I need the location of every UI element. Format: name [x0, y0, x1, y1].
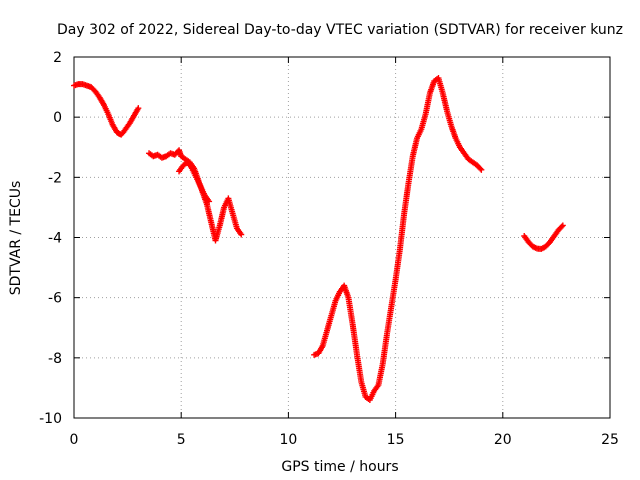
x-tick-label: 5 [177, 432, 186, 448]
x-axis-ticks: 0 5 10 15 20 25 [70, 57, 619, 448]
y-tick-label: -6 [48, 291, 62, 307]
x-tick-label: 0 [70, 432, 79, 448]
series-1 [71, 81, 142, 138]
y-tick-label: -10 [39, 411, 62, 427]
y-tick-label: -2 [48, 170, 62, 186]
y-axis-ticks: -10 -8 -6 -4 -2 0 2 [39, 50, 610, 427]
x-tick-label: 15 [387, 432, 405, 448]
chart-title: Day 302 of 2022, Sidereal Day-to-day VTE… [57, 22, 623, 38]
y-tick-label: 2 [53, 50, 62, 66]
x-axis-title: GPS time / hours [281, 459, 398, 475]
data-point [135, 105, 142, 112]
grid-lines [74, 57, 610, 418]
y-tick-label: 0 [53, 110, 62, 126]
y-axis-title: SDTVAR / TECUs [8, 181, 24, 296]
series-3 [176, 159, 213, 205]
data-point-interp [558, 223, 565, 230]
data-point [238, 231, 245, 238]
data-point [206, 198, 213, 205]
series-5 [521, 222, 566, 252]
series-4 [311, 75, 485, 403]
data-points [71, 75, 566, 403]
data-point [478, 166, 485, 173]
y-tick-label: -8 [48, 351, 62, 367]
data-point [559, 222, 566, 229]
data-point-interp [477, 165, 484, 172]
series-2 [146, 147, 245, 244]
x-tick-label: 10 [279, 432, 297, 448]
x-tick-label: 20 [494, 432, 512, 448]
y-tick-label: -4 [48, 231, 62, 247]
x-tick-label: 25 [601, 432, 619, 448]
